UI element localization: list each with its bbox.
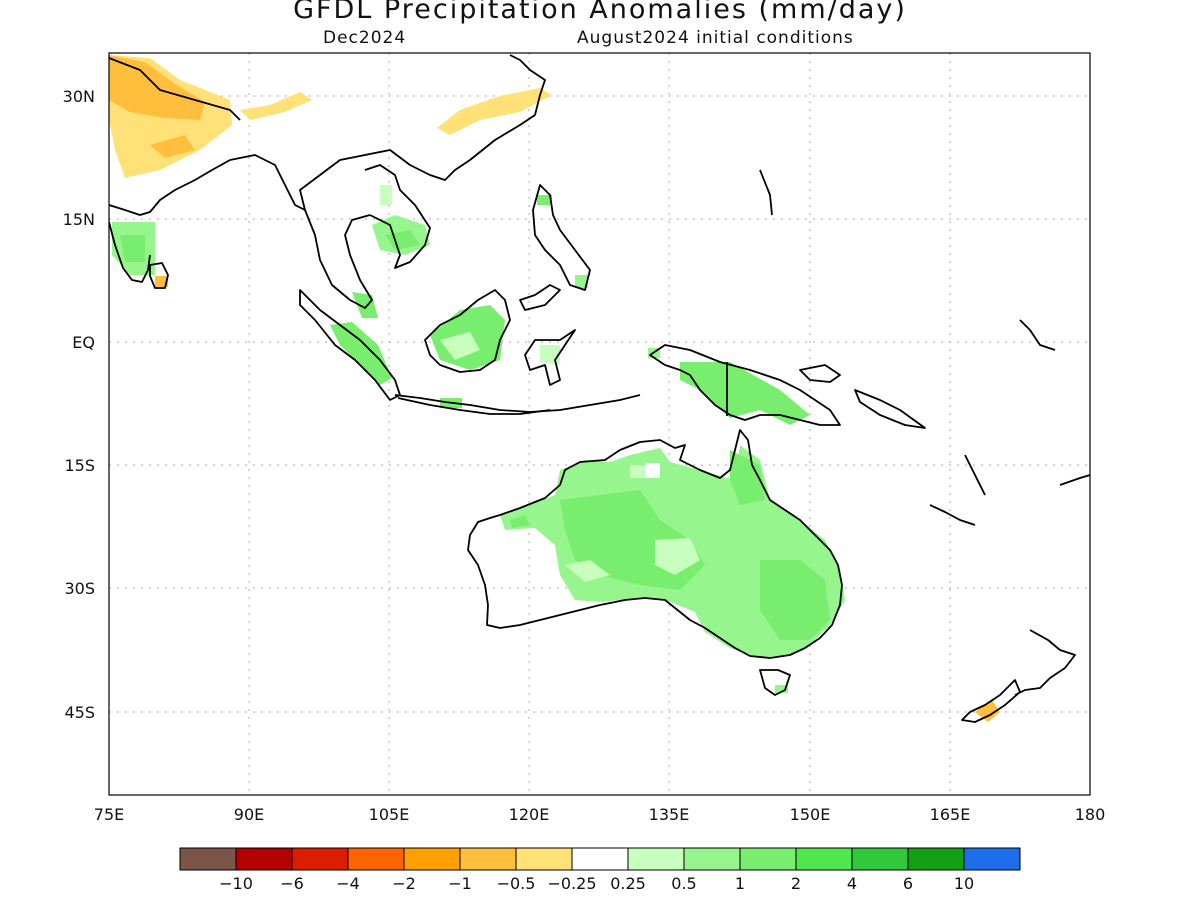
colorbar-swatch — [963, 847, 1021, 871]
colorbar-swatch — [851, 847, 909, 871]
colorbar-tick-label: −0.25 — [547, 874, 596, 893]
map-title: GFDL Precipitation Anomalies (mm/day) — [293, 0, 907, 25]
lat-label-eq: EQ — [72, 333, 95, 352]
colorbar-tick-label: 1 — [735, 874, 745, 893]
lon-label-135e: 135E — [649, 805, 690, 824]
colorbar-tick-label: 0.5 — [671, 874, 696, 893]
coastlines — [109, 54, 1090, 723]
graticule — [109, 53, 1090, 795]
forecast-month: Dec2024 — [323, 28, 407, 48]
colorbar-swatch — [459, 847, 517, 871]
colorbar-tick-label: 10 — [954, 874, 974, 893]
colorbar-labels: −10 −6 −4 −2 −1 −0.5 −0.25 0.25 0.5 1 2 4 6 10 — [219, 874, 974, 893]
lon-label-90e: 90E — [234, 805, 264, 824]
colorbar-swatch — [627, 847, 685, 871]
lon-label-75e: 75E — [94, 805, 124, 824]
lat-label-30n: 30N — [63, 87, 95, 106]
lat-label-30s: 30S — [64, 579, 95, 598]
colorbar-tick-label: 2 — [791, 874, 801, 893]
colorbar-swatch — [235, 847, 293, 871]
lon-label-150e: 150E — [790, 805, 831, 824]
lat-label-15s: 15S — [64, 456, 95, 475]
colorbar-swatch — [571, 847, 629, 871]
map-background — [109, 53, 1090, 795]
colorbar-swatch — [739, 847, 797, 871]
colorbar-swatch — [683, 847, 741, 871]
map-frame — [108, 52, 1091, 796]
wet-anomaly-regions — [112, 185, 845, 693]
colorbar-tick-label: 4 — [847, 874, 857, 893]
colorbar-tick-label: −4 — [336, 874, 360, 893]
colorbar-tick-label: −6 — [280, 874, 304, 893]
lon-label-180: 180 — [1075, 805, 1106, 824]
longitude-labels: 75E 90E 105E 120E 135E 150E 165E 180 — [94, 805, 1106, 824]
colorbar-swatch — [179, 847, 237, 871]
colorbar-swatch — [795, 847, 853, 871]
colorbar-swatch — [291, 847, 349, 871]
lat-label-15n: 15N — [63, 210, 95, 229]
colorbar-tick-label: 6 — [903, 874, 913, 893]
colorbar-swatch — [515, 847, 573, 871]
colorbar — [179, 847, 1021, 871]
colorbar-tick-label: −0.5 — [497, 874, 536, 893]
colorbar-tick-label: −1 — [448, 874, 472, 893]
lon-label-105e: 105E — [369, 805, 410, 824]
colorbar-swatch — [907, 847, 965, 871]
colorbar-swatch — [347, 847, 405, 871]
colorbar-tick-label: 0.25 — [610, 874, 646, 893]
colorbar-tick-label: −2 — [392, 874, 416, 893]
lon-label-165e: 165E — [930, 805, 971, 824]
colorbar-swatch — [403, 847, 461, 871]
colorbar-tick-label: −10 — [219, 874, 253, 893]
lon-label-120e: 120E — [509, 805, 550, 824]
latitude-labels: 30N 15N EQ 15S 30S 45S — [63, 87, 95, 722]
lat-label-45s: 45S — [64, 703, 95, 722]
initial-conditions-label: August2024 initial conditions — [577, 28, 854, 48]
